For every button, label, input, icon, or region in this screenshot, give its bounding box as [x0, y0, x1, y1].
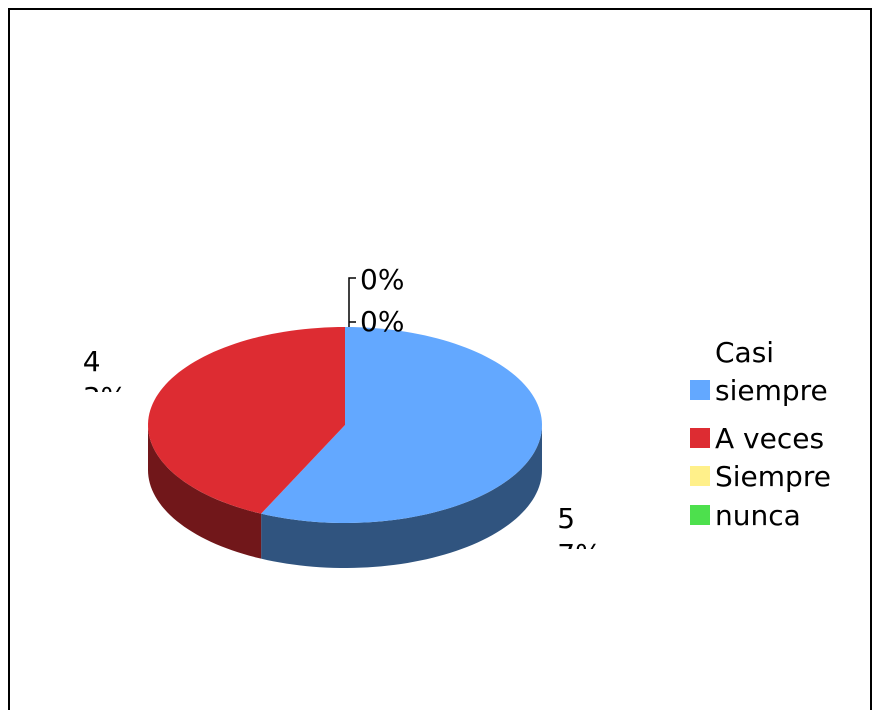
slice	[148, 327, 345, 514]
pie	[148, 327, 542, 568]
data-label: 0%	[360, 305, 405, 338]
legend-label: nunca	[715, 499, 801, 532]
legend-swatch	[690, 380, 710, 400]
legend-swatch	[690, 466, 710, 486]
slice-side	[148, 425, 262, 559]
leader-line	[348, 277, 356, 327]
legend-label: Siempre	[715, 460, 831, 493]
legend-label: A veces	[715, 422, 825, 455]
slice	[261, 327, 542, 523]
slice-side	[261, 425, 542, 568]
data-label: 0%	[360, 263, 405, 296]
data-label: 43%	[82, 344, 127, 392]
legend-label: Casi siempre	[715, 336, 828, 407]
legend-swatch	[690, 505, 710, 525]
data-label: 57%	[557, 502, 601, 549]
legend-swatch	[690, 428, 710, 448]
